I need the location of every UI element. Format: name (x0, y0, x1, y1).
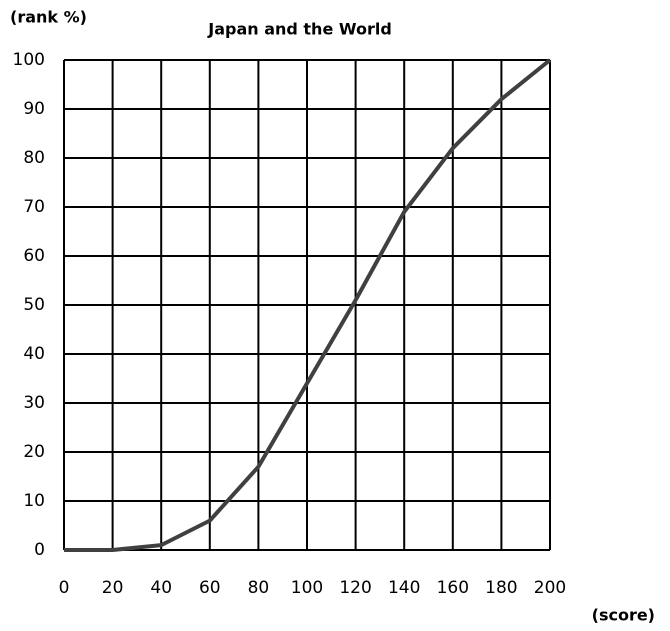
x-tick-label: 80 (248, 578, 270, 598)
y-tick-label: 70 (23, 197, 45, 217)
x-tick-label: 40 (150, 578, 172, 598)
y-tick-label: 100 (13, 50, 45, 70)
y-tick-label: 50 (23, 295, 45, 315)
y-tick-label: 10 (23, 491, 45, 511)
y-axis-label: (rank %) (10, 8, 87, 27)
y-tick-label: 0 (34, 540, 45, 560)
x-tick-label: 60 (199, 578, 221, 598)
x-axis-label: (score) (592, 606, 655, 625)
y-tick-label: 90 (23, 99, 45, 119)
x-tick-label: 20 (102, 578, 124, 598)
x-tick-label: 0 (59, 578, 70, 598)
x-tick-label: 120 (339, 578, 371, 598)
chart-title: Japan and the World (207, 20, 392, 39)
x-tick-label: 160 (437, 578, 469, 598)
data-line (64, 58, 552, 552)
y-tick-label: 80 (23, 148, 45, 168)
y-tick-label: 40 (23, 344, 45, 364)
x-tick-label: 140 (388, 578, 420, 598)
x-tick-label: 180 (485, 578, 517, 598)
y-tick-label: 60 (23, 246, 45, 266)
x-tick-label: 200 (534, 578, 566, 598)
y-tick-label: 20 (23, 442, 45, 462)
x-tick-label: 100 (291, 578, 323, 598)
y-tick-label: 30 (23, 393, 45, 413)
